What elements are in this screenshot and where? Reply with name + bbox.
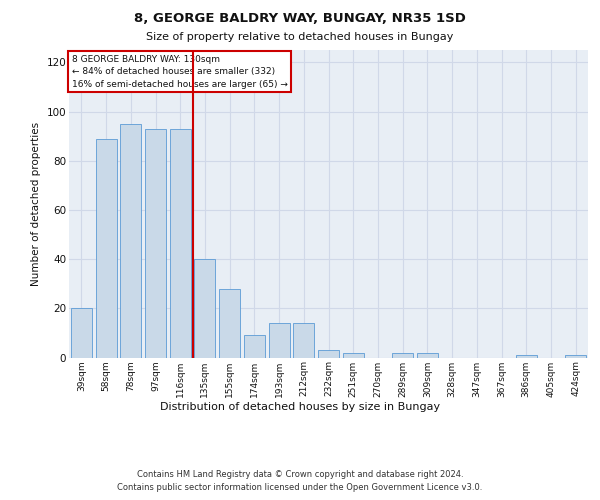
Text: Contains HM Land Registry data © Crown copyright and database right 2024.
Contai: Contains HM Land Registry data © Crown c… (118, 470, 482, 492)
Bar (343, 352, 364, 358)
Bar (392, 352, 413, 358)
Text: 8, GEORGE BALDRY WAY, BUNGAY, NR35 1SD: 8, GEORGE BALDRY WAY, BUNGAY, NR35 1SD (134, 12, 466, 26)
Text: Distribution of detached houses by size in Bungay: Distribution of detached houses by size … (160, 402, 440, 412)
Bar (170, 128, 191, 358)
Bar (71, 308, 92, 358)
Bar (145, 128, 166, 358)
Bar (95, 138, 116, 358)
Bar (293, 323, 314, 358)
Text: Size of property relative to detached houses in Bungay: Size of property relative to detached ho… (146, 32, 454, 42)
Bar (565, 355, 586, 358)
Bar (219, 288, 240, 358)
Bar (244, 336, 265, 357)
Text: 8 GEORGE BALDRY WAY: 130sqm
← 84% of detached houses are smaller (332)
16% of se: 8 GEORGE BALDRY WAY: 130sqm ← 84% of det… (71, 54, 287, 90)
Y-axis label: Number of detached properties: Number of detached properties (31, 122, 41, 286)
Bar (318, 350, 339, 358)
Bar (269, 323, 290, 358)
Bar (516, 355, 537, 358)
Bar (194, 259, 215, 358)
Bar (417, 352, 438, 358)
Bar (120, 124, 141, 358)
